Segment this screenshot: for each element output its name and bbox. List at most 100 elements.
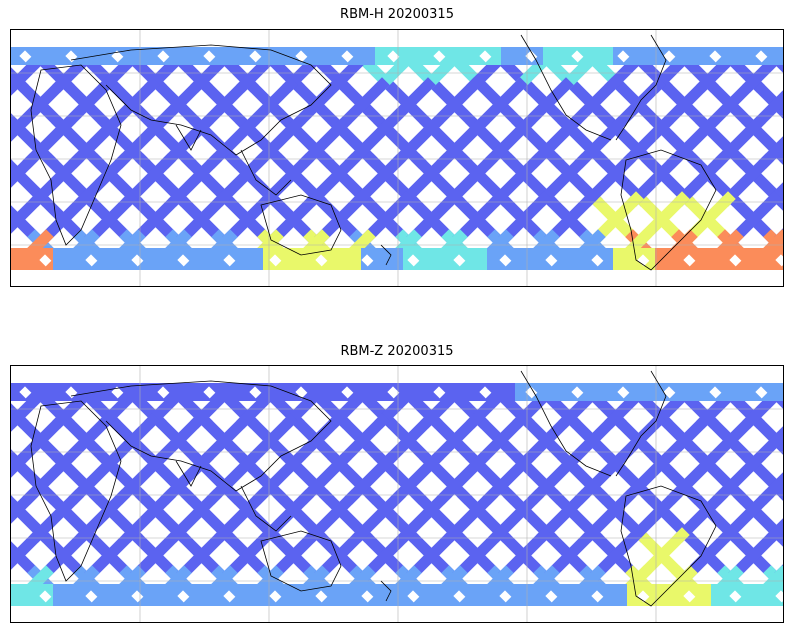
zonal-cell bbox=[123, 248, 137, 270]
swath-stripe bbox=[160, 451, 214, 505]
zonal-cell bbox=[67, 584, 81, 606]
swath-stripe bbox=[130, 527, 184, 581]
zonal-band-north bbox=[11, 383, 783, 401]
data-gap bbox=[453, 590, 466, 603]
zonal-cell bbox=[375, 383, 389, 401]
zonal-cell bbox=[347, 248, 361, 270]
zonal-cell bbox=[109, 584, 123, 606]
swath-stripe bbox=[582, 489, 636, 543]
coastline-path bbox=[620, 485, 717, 607]
data-gap bbox=[663, 386, 676, 399]
swath-stripe bbox=[536, 153, 590, 207]
zonal-cell bbox=[557, 47, 571, 65]
swath-stripe bbox=[428, 413, 482, 467]
data-gap bbox=[315, 254, 328, 267]
swath-layer bbox=[11, 47, 783, 270]
swath-stripe bbox=[260, 153, 314, 207]
swath-layer bbox=[11, 383, 783, 606]
zonal-cell bbox=[123, 383, 137, 401]
swath-stripe bbox=[452, 191, 506, 245]
panel-title: RBM-H 20200315 bbox=[340, 7, 454, 22]
swath-stripe bbox=[306, 153, 360, 207]
map-canvas bbox=[11, 30, 783, 286]
swath-stripe bbox=[750, 90, 783, 131]
zonal-cell bbox=[627, 248, 641, 270]
zonal-cell bbox=[53, 584, 67, 606]
coastlines bbox=[30, 34, 717, 271]
zonal-cell bbox=[697, 383, 711, 401]
data-gap bbox=[525, 50, 538, 63]
swath-stripe bbox=[11, 489, 38, 524]
zonal-cell bbox=[501, 383, 515, 401]
zonal-cell bbox=[207, 584, 221, 606]
swath-stripe bbox=[130, 191, 184, 245]
zonal-cell bbox=[403, 47, 417, 65]
zonal-cell bbox=[375, 47, 389, 65]
zonal-band-south bbox=[11, 584, 783, 606]
data-gap bbox=[341, 386, 354, 399]
zonal-cell bbox=[725, 383, 739, 401]
zonal-cell bbox=[263, 584, 277, 606]
swath-stripe bbox=[544, 191, 598, 245]
swath-stripe bbox=[360, 527, 414, 581]
swath-stripe bbox=[574, 115, 628, 169]
swath-stripe bbox=[352, 153, 406, 207]
zonal-cell bbox=[627, 47, 641, 65]
swath-stripe bbox=[444, 489, 498, 543]
data-gap bbox=[617, 386, 630, 399]
swath-stripe bbox=[566, 77, 620, 131]
data-gap bbox=[683, 590, 696, 603]
swath-stripe bbox=[176, 191, 230, 245]
swath-stripe bbox=[682, 191, 736, 245]
zonal-cell bbox=[53, 248, 67, 270]
data-gap bbox=[295, 386, 308, 399]
swath-stripe bbox=[168, 153, 222, 207]
swath-stripe bbox=[682, 527, 736, 581]
swath-stripe bbox=[11, 191, 46, 234]
data-gap bbox=[571, 50, 584, 63]
swath-stripe bbox=[14, 413, 68, 467]
swath-stripe bbox=[252, 451, 306, 505]
swath-stripe bbox=[474, 77, 528, 131]
swath-stripe bbox=[22, 451, 76, 505]
zonal-cell bbox=[95, 584, 109, 606]
zonal-cell bbox=[445, 584, 459, 606]
zonal-cell bbox=[683, 383, 697, 401]
zonal-cell bbox=[697, 248, 711, 270]
swath-stripe bbox=[11, 527, 46, 570]
swath-stripe bbox=[636, 527, 690, 581]
zonal-cell bbox=[431, 584, 445, 606]
swath-stripe bbox=[636, 191, 690, 245]
zonal-cell bbox=[739, 584, 753, 606]
swath-stripe bbox=[314, 527, 368, 581]
swath-stripe bbox=[30, 489, 84, 543]
swath-stripe bbox=[658, 413, 712, 467]
zonal-cell bbox=[669, 248, 683, 270]
data-gap bbox=[545, 590, 558, 603]
data-gap bbox=[637, 590, 650, 603]
swath-stripe bbox=[728, 527, 782, 581]
zonal-cell bbox=[333, 584, 347, 606]
zonal-cell bbox=[459, 383, 473, 401]
zonal-cell bbox=[361, 383, 375, 401]
zonal-cell bbox=[389, 248, 403, 270]
zonal-cell bbox=[137, 383, 151, 401]
zonal-cell bbox=[571, 584, 585, 606]
zonal-cell bbox=[487, 47, 501, 65]
data-gap bbox=[131, 590, 144, 603]
zonal-cell bbox=[487, 584, 501, 606]
zonal-cell bbox=[613, 584, 627, 606]
data-gap bbox=[729, 254, 742, 267]
swath-stripe bbox=[566, 413, 620, 467]
swath-stripe bbox=[222, 191, 276, 245]
coastline-path bbox=[30, 400, 122, 582]
swath-stripe bbox=[68, 451, 122, 505]
zonal-cell bbox=[767, 584, 781, 606]
coastlines bbox=[30, 370, 717, 607]
coastline-path bbox=[380, 244, 392, 266]
swath-stripe bbox=[214, 153, 268, 207]
swath-stripe bbox=[520, 413, 574, 467]
zonal-cell bbox=[375, 584, 389, 606]
swath-stripe bbox=[360, 191, 414, 245]
data-gap bbox=[131, 254, 144, 267]
